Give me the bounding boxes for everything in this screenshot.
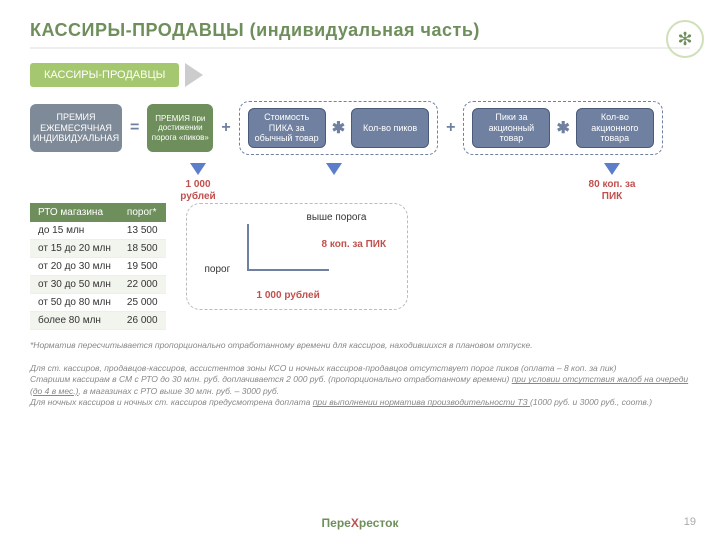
pick-price-regular: Стоимость ПИКА за обычный товар — [248, 108, 326, 148]
step-chart: выше порога 8 коп. за ПИК порог 1 000 ру… — [186, 203, 408, 310]
formula-lhs: ПРЕМИЯ ЕЖЕМЕСЯЧНАЯ ИНДИВИДУАЛЬНАЯ — [30, 104, 122, 152]
pick-price-promo: Пики за акционный товар — [472, 108, 550, 148]
footnotes: *Норматив пересчитывается пропорциональн… — [30, 340, 690, 409]
footnote-3: Старшим кассирам в СМ с РТО до 30 млн. р… — [30, 374, 690, 397]
formula-threshold-bonus: ПРЕМИЯ при достижении порога «пиков» — [147, 104, 213, 152]
multiply-icon: ✱ — [556, 118, 569, 138]
pick-count-regular: Кол-во пиков — [351, 108, 429, 148]
callout-promo-rate: 80 коп. за ПИК — [582, 179, 642, 203]
footnote-1: *Норматив пересчитывается пропорциональн… — [30, 340, 690, 351]
brand-emblem-icon: ✻ — [666, 20, 704, 58]
arrow-down-icon — [604, 163, 620, 175]
equals-icon: = — [130, 119, 139, 137]
arrow-down-icon — [326, 163, 342, 175]
pick-count-promo: Кол-во акционного товара — [576, 108, 654, 148]
table-row: более 80 млн26 000 — [30, 312, 166, 330]
detail-row: РТО магазина порог* до 15 млн13 500 от 1… — [30, 203, 690, 330]
brand-logo: ПереХресток — [322, 516, 399, 530]
plus-icon: + — [221, 119, 230, 137]
divider — [30, 47, 690, 49]
page-title: КАССИРЫ-ПРОДАВЦЫ (индивидуальная часть) — [30, 20, 690, 41]
arrows-row: 1 000 рублей 80 коп. за ПИК — [30, 157, 690, 203]
arrow-down-icon — [190, 163, 206, 175]
table-row: от 20 до 30 млн19 500 — [30, 258, 166, 276]
table-row: до 15 млн13 500 — [30, 222, 166, 240]
formula-row: ПРЕМИЯ ЕЖЕМЕСЯЧНАЯ ИНДИВИДУАЛЬНАЯ = ПРЕМ… — [30, 101, 690, 155]
table-row: от 50 до 80 млн25 000 — [30, 294, 166, 312]
step-line — [247, 224, 329, 271]
chart-below-label: 1 000 рублей — [257, 290, 320, 302]
arrow-right-icon — [185, 63, 203, 87]
table-row: от 30 до 50 млн22 000 — [30, 276, 166, 294]
callout-threshold-bonus: 1 000 рублей — [168, 179, 228, 203]
table-row: от 15 до 20 млн18 500 — [30, 240, 166, 258]
chart-label-above: выше порога — [307, 212, 367, 223]
page-number: 19 — [684, 516, 696, 528]
role-badge: КАССИРЫ-ПРОДАВЦЫ — [30, 63, 179, 87]
multiply-icon: ✱ — [332, 118, 345, 138]
role-badge-row: КАССИРЫ-ПРОДАВЦЫ — [30, 63, 690, 87]
chart-label-threshold: порог — [205, 264, 231, 275]
formula-group-regular: Стоимость ПИКА за обычный товар ✱ Кол-во… — [239, 101, 438, 155]
table-header-rto: РТО магазина — [30, 203, 119, 222]
footnote-2: Для ст. кассиров, продавцов-кассиров, ас… — [30, 363, 690, 374]
formula-group-promo: Пики за акционный товар ✱ Кол-во акционн… — [463, 101, 662, 155]
threshold-table: РТО магазина порог* до 15 млн13 500 от 1… — [30, 203, 166, 330]
chart-rate-label: 8 коп. за ПИК — [322, 239, 387, 251]
plus-icon: + — [446, 119, 455, 137]
table-header-threshold: порог* — [119, 203, 166, 222]
footnote-4: Для ночных кассиров и ночных ст. кассиро… — [30, 397, 690, 408]
